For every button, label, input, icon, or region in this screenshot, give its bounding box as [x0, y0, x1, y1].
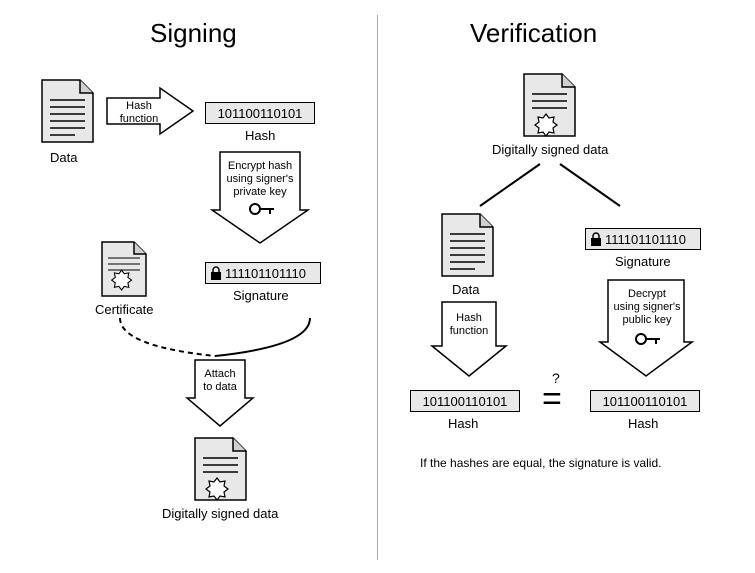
v-signature-box: 111101101110 [585, 228, 701, 250]
footnote: If the hashes are equal, the signature i… [420, 456, 661, 470]
v-hash-right-box: 101100110101 [590, 390, 700, 412]
signed-data-label: Digitally signed data [162, 506, 278, 521]
encrypt-label: Encrypt hash using signer's private key [220, 160, 300, 200]
signed-document-icon [522, 72, 577, 138]
lock-icon [590, 232, 602, 246]
signing-title: Signing [150, 18, 237, 49]
split-lines [450, 160, 650, 208]
v-signature-label: Signature [615, 254, 671, 269]
document-icon [440, 212, 495, 278]
v-hash-right-label: Hash [628, 416, 658, 431]
key-icon [248, 202, 274, 216]
hash-box: 101100110101 [205, 102, 315, 124]
diagram-canvas: Signing Data Hash function 101100110101 … [0, 0, 755, 573]
signature-label: Signature [233, 288, 289, 303]
v-data-label: Data [452, 282, 479, 297]
v-hash-right-value: 101100110101 [603, 394, 688, 409]
verification-title: Verification [470, 18, 597, 49]
hash-label: Hash [245, 128, 275, 143]
v-hash-function-label: Hash function [443, 312, 495, 338]
v-decrypt-label: Decrypt using signer's public key [612, 288, 682, 328]
signature-value: 111101101110 [225, 266, 306, 281]
lock-icon [210, 266, 222, 280]
divider [377, 15, 378, 560]
v-hash-left-value: 101100110101 [423, 394, 508, 409]
certificate-icon [100, 240, 148, 298]
key-icon [634, 332, 660, 346]
document-icon [40, 78, 95, 144]
v-hash-left-label: Hash [448, 416, 478, 431]
signed-document-icon [193, 436, 248, 502]
certificate-label: Certificate [95, 302, 154, 317]
attach-label: Attach to data [200, 368, 240, 394]
hash-function-label: Hash function [115, 100, 163, 126]
v-hash-left-box: 101100110101 [410, 390, 520, 412]
data-label: Data [50, 150, 77, 165]
equals-question: ? [552, 370, 560, 386]
hash-value: 101100110101 [218, 106, 303, 121]
v-signed-data-label: Digitally signed data [492, 142, 608, 157]
signature-box: 111101101110 [205, 262, 321, 284]
v-signature-value: 111101101110 [605, 232, 686, 247]
